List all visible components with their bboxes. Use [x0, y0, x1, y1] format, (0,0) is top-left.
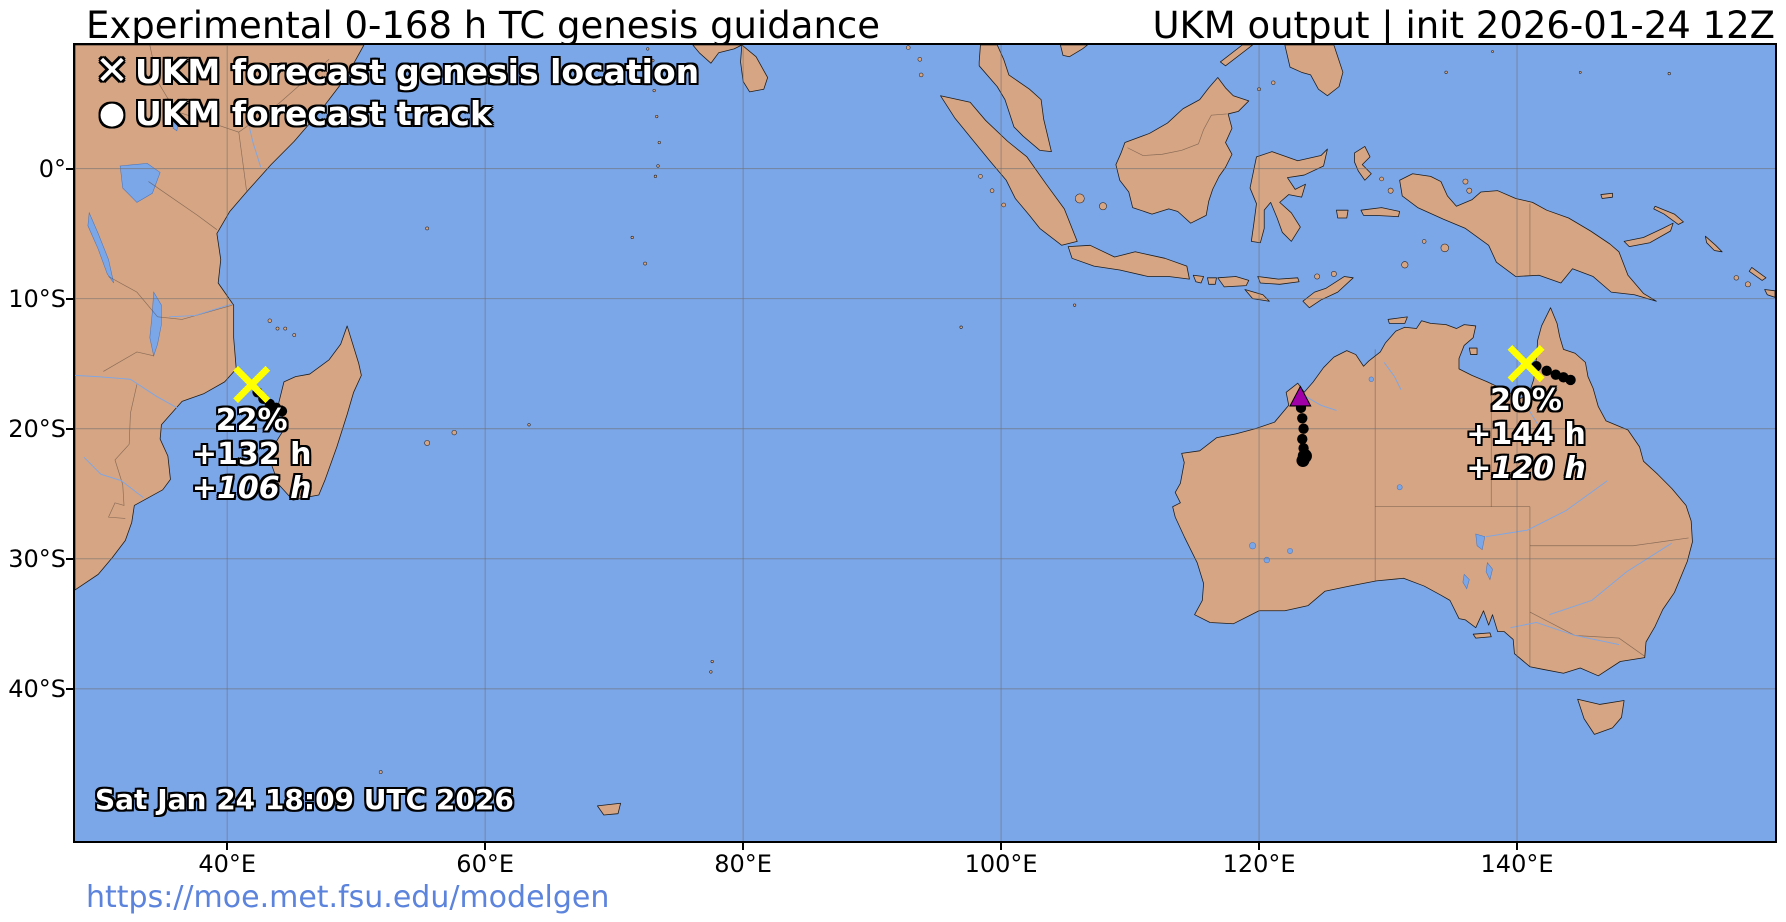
landmass-mindanao: [1284, 45, 1344, 97]
legend-genesis-row: ✕ UKM forecast genesis location: [89, 48, 700, 94]
x-tick-label: 120°E: [1222, 850, 1296, 878]
system-label: 22% +132 h +106 h: [132, 404, 372, 506]
map-canvas: ✕ UKM forecast genesis location ● UKM fo…: [75, 45, 1775, 841]
landmass-sulawesi: [1249, 148, 1328, 244]
river-layer: [75, 115, 1673, 646]
lake-gairdner: [1462, 573, 1470, 590]
x-tick-label: 100°E: [964, 850, 1038, 878]
lake-malawi: [149, 291, 162, 357]
landmass-melville: [1387, 316, 1408, 324]
lake-turkana: [172, 108, 180, 132]
map-timestamp: Sat Jan 24 18:09 UTC 2026: [95, 783, 514, 816]
grid-layer: [75, 45, 1775, 841]
genesis-probability: 20%: [1490, 382, 1562, 418]
model-run-label: UKM output | init 2026-01-24 12Z: [1152, 4, 1775, 47]
x-tick-mark: [742, 842, 745, 850]
landmass-buru: [1336, 209, 1349, 219]
x-tick-label: 140°E: [1480, 850, 1554, 878]
landmass-madagascar: [269, 325, 362, 501]
landmass-malay-peninsula: [978, 45, 1052, 153]
page-title: Experimental 0-168 h TC genesis guidance: [86, 4, 881, 47]
landmass-bougainville: [1704, 235, 1723, 253]
landmass-sumbawa: [1217, 276, 1250, 288]
landmass-groote: [1468, 347, 1478, 355]
track-dot: [1541, 365, 1552, 377]
landmass-kerguelen: [596, 802, 621, 816]
landmass-seram: [1360, 207, 1401, 218]
y-tick-label: 30°S: [8, 544, 66, 573]
landmass-australia: [1172, 307, 1693, 677]
genesis-x-icon: ✕: [95, 48, 129, 94]
landmass-flores: [1257, 276, 1300, 285]
landmass-lombok: [1207, 277, 1217, 285]
y-tick-label: 20°S: [8, 414, 66, 443]
legend-track-label: UKM forecast track: [135, 93, 492, 133]
legend-genesis-label: UKM forecast genesis location: [135, 51, 700, 91]
y-tick-mark: [66, 557, 74, 560]
y-tick-mark: [66, 167, 74, 170]
lake-torrens: [1485, 562, 1493, 581]
border-layer: [103, 45, 1689, 667]
marker-layer: [233, 345, 1545, 407]
landmass-java: [1067, 244, 1190, 280]
landmass-solomons-edge: [1748, 267, 1775, 298]
y-tick-mark: [66, 297, 74, 300]
landmass-new-guinea: [1399, 173, 1657, 302]
landmass-india-tip: [692, 45, 743, 64]
storm-position-marker: [1289, 385, 1312, 407]
y-tick-mark: [66, 427, 74, 430]
x-tick-label: 40°E: [198, 850, 257, 878]
lake-eyre: [1475, 533, 1486, 551]
track-dot: [1296, 454, 1310, 468]
x-tick-mark: [484, 842, 487, 850]
landmass-indochina: [1060, 45, 1088, 58]
map-legend: ✕ UKM forecast genesis location ● UKM fo…: [89, 48, 700, 134]
legend-track-row: ● UKM forecast track: [89, 92, 699, 134]
track-dot: [1297, 413, 1308, 424]
lake-victoria: [119, 163, 161, 203]
landmass-srilanka: [740, 45, 769, 93]
x-tick-label: 60°E: [456, 850, 514, 878]
track-layer: [252, 361, 1576, 468]
landmass-palawan: [1219, 45, 1254, 67]
track-dot-icon: ●: [98, 95, 126, 131]
landmass-bali: [1192, 274, 1204, 284]
lake-layer: [87, 108, 1493, 590]
track-lead-time: +106 h: [191, 471, 312, 507]
genesis-lead-time: +144 h: [1466, 416, 1586, 452]
genesis-probability: 22%: [215, 403, 288, 439]
landmass-kangaroo-island: [1472, 632, 1492, 639]
lake-tanganyika: [87, 211, 114, 284]
y-tick-label: 40°S: [8, 674, 66, 703]
x-tick-mark: [226, 842, 229, 850]
y-tick-label: 10°S: [8, 284, 66, 313]
y-tick-label: 0°: [38, 154, 66, 183]
landmass-new-ireland: [1653, 205, 1684, 225]
y-tick-mark: [66, 687, 74, 690]
track-dot: [1298, 423, 1309, 434]
landmass-sumatra: [940, 95, 1078, 246]
genesis-lead-time: +132 h: [191, 437, 312, 473]
landmass-timor: [1302, 276, 1354, 309]
track-lead-time: +120 h: [1466, 450, 1586, 486]
x-tick-mark: [1516, 842, 1519, 850]
landmass-sumba: [1244, 289, 1270, 302]
track-dot: [1565, 374, 1576, 386]
track-dot: [1297, 433, 1308, 445]
basemap: [75, 45, 1775, 841]
landmass-new-britain: [1623, 222, 1674, 247]
landmass-halmahera: [1354, 146, 1372, 181]
system-label: 20% +144 h +120 h: [1406, 382, 1646, 486]
genesis-marker: [1507, 345, 1545, 383]
source-url[interactable]: https://moe.met.fsu.edu/modelgen: [86, 880, 610, 915]
landmass-tasmania: [1577, 698, 1625, 735]
track-dot: [276, 405, 288, 417]
genesis-marker: [233, 365, 271, 404]
x-tick-mark: [1000, 842, 1003, 850]
x-tick-mark: [1258, 842, 1261, 850]
small-islands-layer: [267, 45, 1751, 774]
x-tick-label: 80°E: [714, 850, 772, 878]
landmass-manus: [1600, 192, 1613, 199]
